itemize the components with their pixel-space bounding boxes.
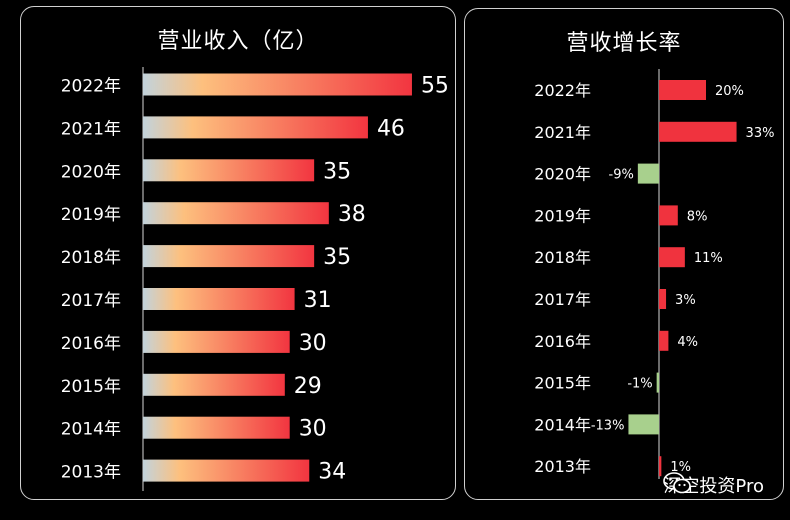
growth-bar [659,289,667,309]
revenue-bar [143,202,329,225]
revenue-bar [143,159,315,182]
growth-bar [659,80,706,100]
revenue-bar [143,330,290,353]
revenue-value-label: 30 [299,417,327,442]
growth-value-label: 20% [715,84,744,99]
revenue-category-label: 2022年 [61,77,121,97]
revenue-bar [143,373,285,396]
revenue-bar [143,459,310,482]
growth-bar [659,330,669,351]
revenue-value-label: 55 [421,74,449,99]
revenue-category-label: 2018年 [61,248,121,268]
growth-value-label: -1% [627,377,652,392]
growth-bar-chart: 2022年 20% 2021年 33% 2020年 -9% 2019年 8% 2018年 11% 2… [534,69,775,479]
growth-bar [659,456,662,477]
growth-category-label: 2017年 [534,290,591,309]
revenue-category-label: 2017年 [61,291,121,311]
growth-category-label: 2022年 [534,81,591,100]
growth-value-label: 33% [746,126,775,141]
revenue-value-label: 31 [304,288,332,313]
growth-value-label: 1% [670,460,691,475]
growth-value-label: 4% [677,335,698,350]
revenue-category-label: 2021年 [61,119,121,139]
growth-value-label: 11% [694,251,723,266]
revenue-value-label: 35 [323,159,351,184]
growth-panel: 营收增长率 2022年 20% 2021年 33% 2020年 -9% 2019年 8% 201… [464,8,784,500]
growth-category-label: 2020年 [534,165,591,184]
revenue-bar [143,416,290,439]
growth-value-label: -13% [591,418,625,433]
growth-bar [659,121,737,142]
revenue-panel: 营业收入（亿） 2022年 55 2021年 46 2020年 35 2019年 38 2018… [20,6,456,500]
growth-bar [659,205,678,226]
growth-category-label: 2016年 [534,332,591,351]
revenue-category-label: 2013年 [61,463,121,483]
growth-category-label: 2014年 [534,415,591,434]
growth-bar [637,163,659,184]
growth-category-label: 2021年 [534,123,591,142]
growth-category-label: 2013年 [534,457,591,476]
growth-category-label: 2019年 [534,206,591,225]
revenue-bar [143,245,315,268]
revenue-bar [143,73,412,96]
revenue-category-label: 2019年 [61,205,121,225]
growth-value-label: 3% [675,293,696,308]
revenue-bar [143,116,368,139]
growth-value-label: 8% [687,209,708,224]
wechat-icon [663,472,692,494]
revenue-category-label: 2014年 [61,420,121,440]
growth-bar [659,247,685,268]
growth-bar [628,414,659,435]
growth-bar [656,372,659,393]
growth-value-label: -9% [609,168,634,183]
revenue-value-label: 38 [338,202,366,227]
revenue-value-label: 34 [318,460,346,485]
watermark: 深空投资Pro [663,472,764,498]
revenue-value-label: 35 [323,245,351,270]
revenue-chart-title: 营业收入（亿） [157,29,319,54]
revenue-bar [143,288,295,310]
revenue-bar-chart: 2022年 55 2021年 46 2020年 35 2019年 38 2018年 35 2017年… [61,67,449,491]
revenue-category-label: 2020年 [61,162,121,182]
revenue-value-label: 46 [377,116,405,141]
growth-category-label: 2015年 [534,374,591,393]
revenue-value-label: 30 [299,331,327,356]
revenue-value-label: 29 [294,374,322,399]
growth-chart-title: 营收增长率 [566,31,682,56]
growth-category-label: 2018年 [534,248,591,267]
revenue-category-label: 2015年 [61,377,121,397]
revenue-category-label: 2016年 [61,334,121,354]
